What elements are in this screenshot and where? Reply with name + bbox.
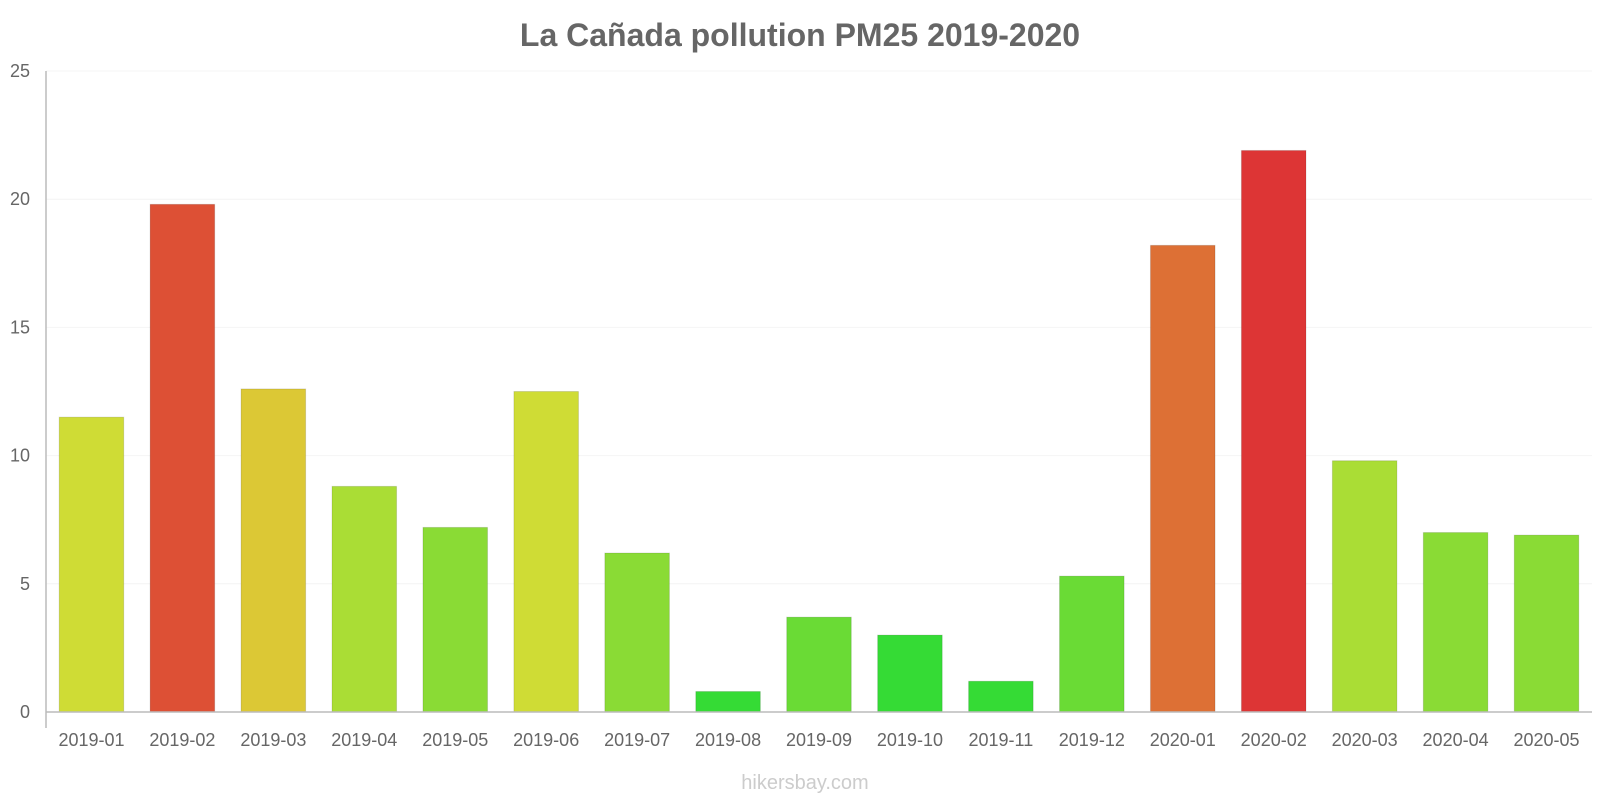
bar-2019-11 xyxy=(968,680,1034,713)
y-tick-label: 25 xyxy=(10,61,30,81)
y-tick-label: 15 xyxy=(10,317,30,337)
x-tick-labels: 2019-01 2019-02 2019-03 2019-04 2019-05 2019-… xyxy=(58,730,1579,750)
x-tick-label: 2019-10 xyxy=(877,730,943,750)
x-tick-label: 2020-01 xyxy=(1150,730,1216,750)
bar-2019-10 xyxy=(877,634,943,713)
x-tick-label: 2019-12 xyxy=(1059,730,1125,750)
bar-2020-05 xyxy=(1513,534,1580,713)
x-tick-label: 2019-04 xyxy=(331,730,397,750)
bar-2019-08 xyxy=(695,690,761,713)
x-tick-label: 2020-02 xyxy=(1241,730,1307,750)
x-tick-label: 2020-05 xyxy=(1513,730,1579,750)
bar-2020-04 xyxy=(1422,532,1489,713)
bar-2019-09 xyxy=(786,616,852,713)
x-tick-label: 2019-09 xyxy=(786,730,852,750)
axes xyxy=(45,71,1592,728)
x-tick-label: 2019-08 xyxy=(695,730,761,750)
bar-2020-03 xyxy=(1331,460,1398,713)
bar-2019-01 xyxy=(58,416,125,713)
y-tick-label: 5 xyxy=(20,574,30,594)
y-tick-label: 20 xyxy=(10,189,30,209)
bar-2019-12 xyxy=(1059,575,1125,713)
bar-2019-05 xyxy=(422,526,489,713)
bar-2019-03 xyxy=(240,388,307,713)
x-tick-label: 2020-04 xyxy=(1423,730,1489,750)
x-tick-label: 2019-11 xyxy=(969,730,1034,750)
x-tick-label: 2019-02 xyxy=(149,730,215,750)
bar-2019-06 xyxy=(513,391,579,713)
chart-title: La Cañada pollution PM25 2019-2020 xyxy=(520,17,1080,53)
x-tick-label: 2019-05 xyxy=(422,730,488,750)
bar-2019-07 xyxy=(604,552,670,713)
y-tick-label: 0 xyxy=(20,702,30,722)
bar-2020-01 xyxy=(1149,244,1216,713)
x-tick-label: 2019-01 xyxy=(58,730,124,750)
bar-2020-02 xyxy=(1240,149,1307,713)
x-tick-label: 2019-06 xyxy=(513,730,579,750)
watermark-text: hikersbay.com xyxy=(741,772,868,794)
bars xyxy=(58,149,1580,713)
x-tick-label: 2019-07 xyxy=(604,730,670,750)
y-tick-labels: 0 5 10 15 20 25 xyxy=(10,61,30,722)
bar-2019-02 xyxy=(149,203,216,713)
bar-2019-04 xyxy=(331,485,398,713)
x-tick-label: 2019-03 xyxy=(240,730,306,750)
y-tick-label: 10 xyxy=(10,446,30,466)
x-tick-label: 2020-03 xyxy=(1332,730,1398,750)
